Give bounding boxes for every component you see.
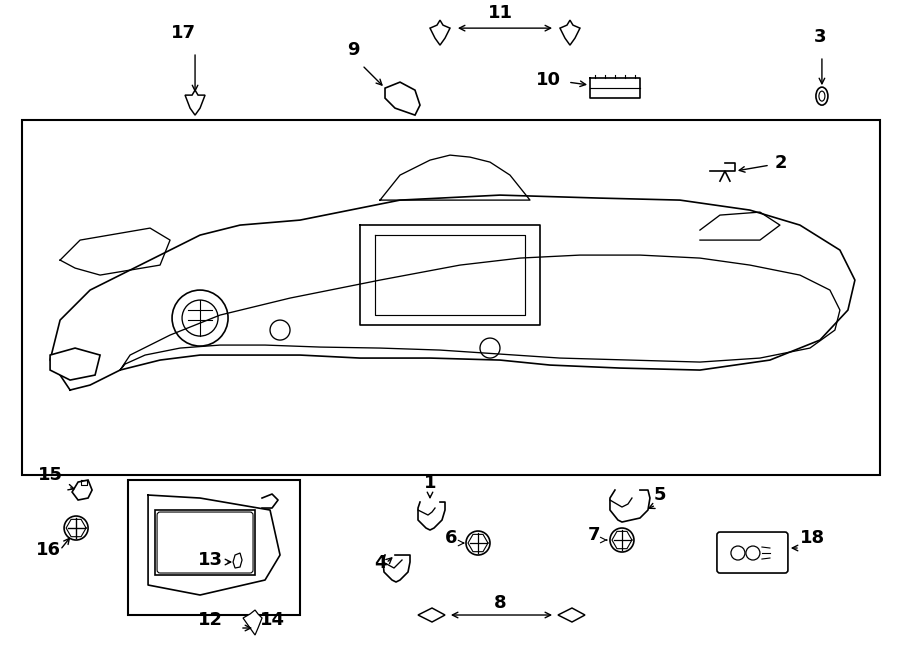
Text: 18: 18 <box>800 529 825 547</box>
Bar <box>22 120 880 475</box>
Polygon shape <box>558 608 585 622</box>
FancyBboxPatch shape <box>717 532 788 573</box>
Polygon shape <box>50 348 100 380</box>
Circle shape <box>610 528 634 552</box>
Polygon shape <box>185 90 205 115</box>
Text: 8: 8 <box>494 594 507 612</box>
Bar <box>155 510 255 575</box>
Text: 6: 6 <box>445 529 457 547</box>
Circle shape <box>731 546 745 560</box>
Text: 13: 13 <box>198 551 222 569</box>
Text: 9: 9 <box>346 41 359 59</box>
FancyBboxPatch shape <box>158 512 253 573</box>
Bar <box>128 480 300 615</box>
Circle shape <box>746 546 760 560</box>
Polygon shape <box>560 20 580 45</box>
Ellipse shape <box>819 91 825 101</box>
Polygon shape <box>233 553 242 568</box>
Text: 11: 11 <box>488 4 512 22</box>
Text: 1: 1 <box>424 474 436 492</box>
Text: 5: 5 <box>653 486 666 504</box>
Polygon shape <box>385 82 420 115</box>
Text: 2: 2 <box>775 154 788 172</box>
Polygon shape <box>243 610 262 635</box>
Text: 12: 12 <box>198 611 222 629</box>
Text: 3: 3 <box>814 28 826 46</box>
Text: 16: 16 <box>36 541 60 559</box>
Circle shape <box>64 516 88 540</box>
Text: 14: 14 <box>260 611 285 629</box>
Text: 15: 15 <box>38 466 63 484</box>
Ellipse shape <box>816 87 828 105</box>
Text: 17: 17 <box>171 24 195 42</box>
Polygon shape <box>430 20 450 45</box>
Polygon shape <box>418 608 445 622</box>
Text: 4: 4 <box>374 554 386 572</box>
Text: 10: 10 <box>536 71 561 89</box>
Polygon shape <box>72 480 92 500</box>
Circle shape <box>466 531 490 555</box>
Text: 7: 7 <box>588 526 600 544</box>
